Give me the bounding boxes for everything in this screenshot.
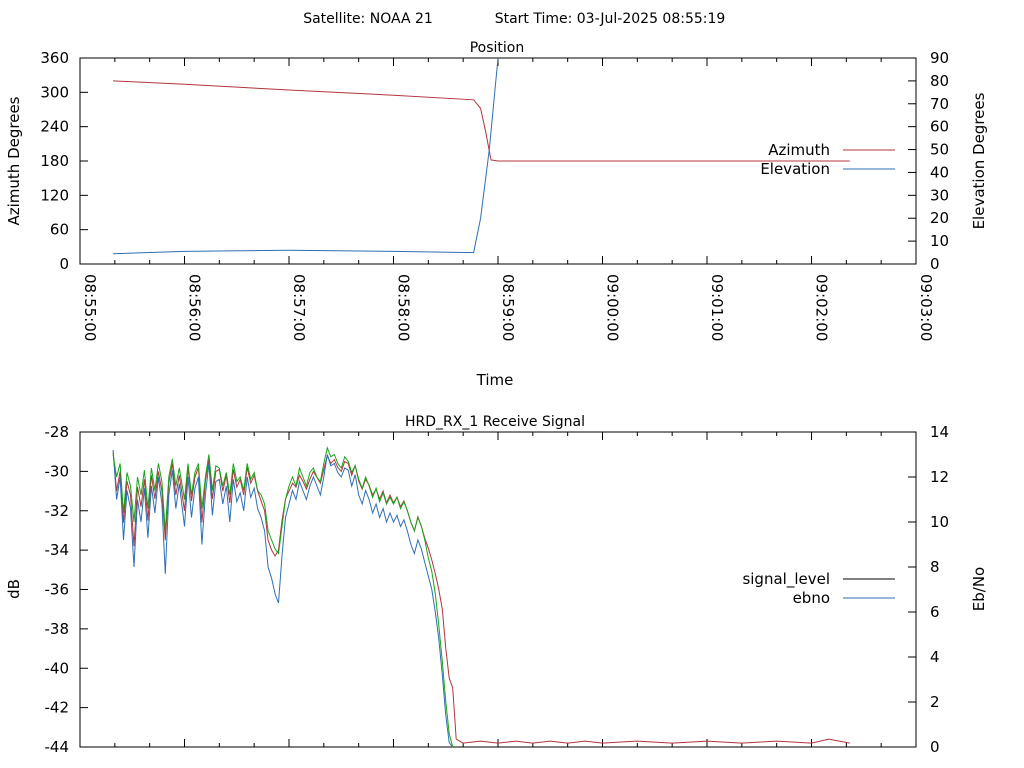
legend-label: signal_level — [742, 570, 830, 589]
y-tick-label: -30 — [45, 462, 70, 480]
unnamed-series-line — [112, 446, 454, 747]
Elevation-series-line — [113, 58, 499, 255]
x-tick-label: 09:02:00 — [813, 274, 831, 341]
y2-tick-label: 2 — [930, 693, 940, 711]
y2-tick-label: 30 — [930, 186, 949, 204]
x-tick-label: 09:01:00 — [708, 274, 726, 341]
y-tick-label: -36 — [45, 581, 70, 599]
ebno-series-line — [112, 449, 454, 747]
y2-tick-label: 4 — [930, 648, 940, 666]
y-tick-label: 120 — [40, 186, 69, 204]
y-tick-label: -34 — [45, 541, 70, 559]
y2-tick-label: 20 — [930, 209, 949, 227]
y-tick-label: 300 — [40, 83, 69, 101]
series-group — [112, 446, 850, 747]
signal-chart-title: HRD_RX_1 Receive Signal — [405, 414, 585, 430]
x-tick-label: 08:59:00 — [499, 274, 517, 341]
y2-tick-label: 6 — [930, 603, 940, 621]
x-tick-label: 09:03:00 — [917, 274, 935, 341]
y2-tick-label: 10 — [930, 232, 949, 250]
Azimuth-series-line — [113, 80, 850, 162]
y-tick-label: 360 — [40, 49, 69, 67]
y2-tick-label: 60 — [930, 118, 949, 136]
start-time-label: Start Time: 03-Jul-2025 08:55:19 — [495, 11, 726, 27]
ebno-axis-label: Eb/No — [970, 567, 988, 611]
y-tick-label: -40 — [45, 659, 70, 677]
y-tick-label: -28 — [45, 423, 70, 441]
position-chart-title: Position — [470, 40, 525, 56]
y2-tick-label: 40 — [930, 163, 949, 181]
y-tick-label: 240 — [40, 118, 69, 136]
y2-tick-label: 50 — [930, 141, 949, 159]
x-tick-label: 08:55:00 — [81, 274, 99, 341]
y-tick-label: -42 — [45, 699, 70, 717]
y-tick-label: -32 — [45, 502, 70, 520]
azimuth-axis-label: Azimuth Degrees — [5, 96, 23, 225]
x-tick-label: 08:57:00 — [290, 274, 308, 341]
x-tick-label: 08:56:00 — [186, 274, 204, 341]
legend-label: Azimuth — [768, 141, 830, 159]
satellite-label: Satellite: NOAA 21 — [303, 11, 433, 27]
position-chart: 08:55:00 08:56:00 08:57:00 08:58:00 08:59:00… — [40, 49, 949, 341]
y2-tick-label: 0 — [930, 255, 940, 273]
signal-chart: -44 -42 -40 -38 -36 -34 -32 -30 -28 0 2 4 6 8 10 12 14 si… — [45, 423, 950, 756]
y-tick-label: -44 — [45, 738, 70, 756]
y2-tick-label: 80 — [930, 72, 949, 90]
legend-label: ebno — [793, 589, 830, 607]
y2-tick-label: 12 — [930, 468, 949, 486]
series-group — [113, 58, 850, 255]
signal-level-series-line — [112, 451, 850, 744]
y2-tick-label: 90 — [930, 49, 949, 67]
y2-tick-label: 14 — [930, 423, 949, 441]
y-tick-label: -38 — [45, 620, 70, 638]
x-tick-label: 09:00:00 — [604, 274, 622, 341]
y-tick-label: 180 — [40, 152, 69, 170]
y2-tick-label: 10 — [930, 513, 949, 531]
legend-label: Elevation — [760, 160, 830, 178]
y2-tick-label: 70 — [930, 95, 949, 113]
time-axis-label: Time — [476, 371, 514, 389]
y-tick-label: 60 — [50, 221, 69, 239]
y2-tick-label: 0 — [930, 738, 940, 756]
elevation-axis-label: Elevation Degrees — [970, 92, 988, 229]
x-tick-label: 08:58:00 — [395, 274, 413, 341]
y-tick-label: 0 — [59, 255, 69, 273]
y2-tick-label: 8 — [930, 558, 940, 576]
db-axis-label: dB — [5, 579, 23, 599]
